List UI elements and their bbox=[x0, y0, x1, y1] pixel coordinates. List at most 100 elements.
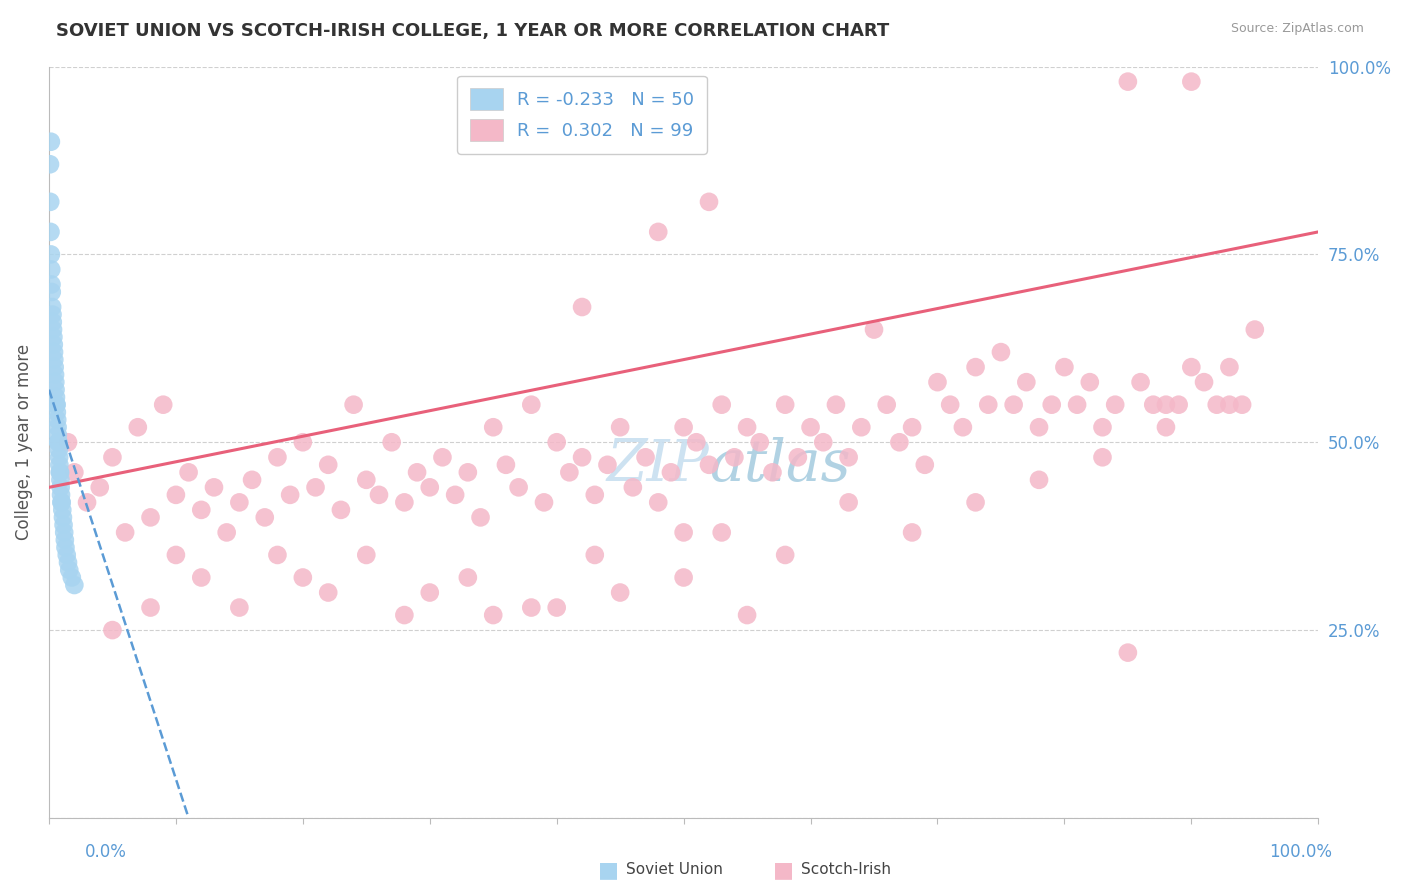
Point bbox=[41, 300, 63, 314]
Point bbox=[42, 337, 65, 351]
Point bbox=[42, 322, 65, 336]
Point bbox=[41, 285, 63, 299]
Text: Scotch-Irish: Scotch-Irish bbox=[801, 863, 891, 877]
Point bbox=[1167, 398, 1189, 412]
Point bbox=[139, 510, 162, 524]
Point bbox=[672, 570, 695, 584]
Point bbox=[799, 420, 821, 434]
Point bbox=[394, 495, 416, 509]
Point bbox=[457, 570, 479, 584]
Point bbox=[571, 300, 593, 314]
Point bbox=[381, 435, 404, 450]
Point bbox=[46, 413, 69, 427]
Point bbox=[48, 450, 70, 465]
Point bbox=[1104, 398, 1126, 412]
Point bbox=[457, 466, 479, 480]
Point bbox=[51, 503, 73, 517]
Point bbox=[596, 458, 619, 472]
Text: Source: ZipAtlas.com: Source: ZipAtlas.com bbox=[1230, 22, 1364, 36]
Point bbox=[406, 466, 429, 480]
Point bbox=[53, 525, 76, 540]
Point bbox=[1040, 398, 1063, 412]
Point bbox=[44, 352, 66, 367]
Point bbox=[190, 503, 212, 517]
Point bbox=[44, 375, 66, 389]
Point bbox=[291, 570, 314, 584]
Point bbox=[89, 480, 111, 494]
Point bbox=[927, 375, 949, 389]
Point bbox=[786, 450, 808, 465]
Point bbox=[48, 435, 70, 450]
Point bbox=[851, 420, 873, 434]
Point bbox=[914, 458, 936, 472]
Point bbox=[508, 480, 530, 494]
Point bbox=[152, 398, 174, 412]
Point bbox=[1154, 398, 1177, 412]
Point bbox=[46, 427, 69, 442]
Point bbox=[58, 563, 80, 577]
Point bbox=[965, 495, 987, 509]
Point bbox=[49, 466, 72, 480]
Point bbox=[356, 548, 378, 562]
Point bbox=[60, 570, 83, 584]
Point bbox=[533, 495, 555, 509]
Point bbox=[342, 398, 364, 412]
Point bbox=[965, 360, 987, 375]
Point bbox=[49, 488, 72, 502]
Point bbox=[939, 398, 962, 412]
Point bbox=[316, 585, 339, 599]
Point bbox=[470, 510, 492, 524]
Point bbox=[52, 517, 75, 532]
Point bbox=[1091, 420, 1114, 434]
Point bbox=[139, 600, 162, 615]
Point bbox=[46, 420, 69, 434]
Point bbox=[202, 480, 225, 494]
Point bbox=[329, 503, 352, 517]
Point bbox=[1142, 398, 1164, 412]
Point bbox=[813, 435, 835, 450]
Point bbox=[697, 194, 720, 209]
Point bbox=[1218, 360, 1240, 375]
Point bbox=[825, 398, 848, 412]
Point bbox=[672, 525, 695, 540]
Point bbox=[76, 495, 98, 509]
Point bbox=[316, 458, 339, 472]
Point bbox=[647, 225, 669, 239]
Point bbox=[735, 608, 758, 623]
Point bbox=[190, 570, 212, 584]
Point bbox=[1053, 360, 1076, 375]
Point bbox=[1028, 473, 1050, 487]
Point bbox=[773, 398, 796, 412]
Point bbox=[773, 548, 796, 562]
Point bbox=[672, 420, 695, 434]
Point bbox=[1028, 420, 1050, 434]
Point bbox=[1116, 75, 1139, 89]
Point bbox=[583, 488, 606, 502]
Point bbox=[838, 495, 860, 509]
Text: SOVIET UNION VS SCOTCH-IRISH COLLEGE, 1 YEAR OR MORE CORRELATION CHART: SOVIET UNION VS SCOTCH-IRISH COLLEGE, 1 … bbox=[56, 22, 890, 40]
Point bbox=[419, 480, 441, 494]
Point bbox=[253, 510, 276, 524]
Text: ■: ■ bbox=[773, 860, 794, 880]
Point bbox=[889, 435, 911, 450]
Point bbox=[1066, 398, 1088, 412]
Point bbox=[609, 585, 631, 599]
Point bbox=[291, 435, 314, 450]
Point bbox=[228, 600, 250, 615]
Point bbox=[42, 330, 65, 344]
Point bbox=[735, 420, 758, 434]
Point bbox=[1192, 375, 1215, 389]
Y-axis label: College, 1 year or more: College, 1 year or more bbox=[15, 344, 32, 541]
Point bbox=[876, 398, 898, 412]
Point bbox=[101, 450, 124, 465]
Point bbox=[634, 450, 657, 465]
Point bbox=[63, 578, 86, 592]
Point bbox=[101, 623, 124, 637]
Point bbox=[685, 435, 707, 450]
Point bbox=[546, 600, 568, 615]
Point bbox=[761, 466, 783, 480]
Point bbox=[304, 480, 326, 494]
Point bbox=[44, 368, 66, 382]
Point bbox=[647, 495, 669, 509]
Point bbox=[1230, 398, 1253, 412]
